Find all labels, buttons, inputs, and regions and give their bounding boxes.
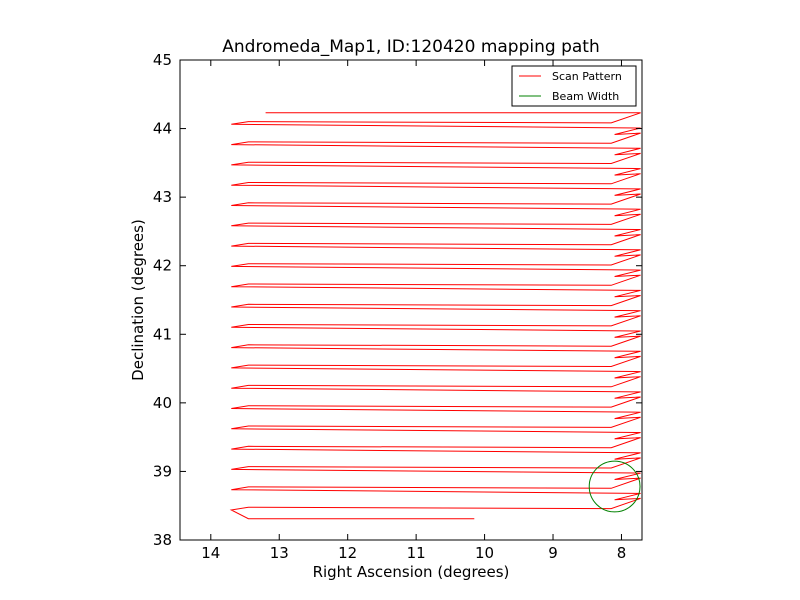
y-tick-label: 39 (153, 462, 172, 480)
plot-area: 14 13 12 11 10 9 8 38 39 40 41 42 43 44 45 (153, 51, 643, 562)
y-tick-label: 41 (153, 325, 172, 343)
legend-label-beam-width: Beam Width (552, 90, 619, 103)
y-tick-label: 44 (153, 120, 172, 138)
x-tick-label: 12 (338, 544, 357, 562)
x-tick-label: 13 (270, 544, 289, 562)
y-tick-label: 38 (153, 531, 172, 549)
legend: Scan Pattern Beam Width (511, 65, 637, 107)
y-axis-label: Declination (degrees) (129, 219, 147, 381)
x-tick-label: 10 (475, 544, 494, 562)
x-tick-label: 8 (617, 544, 627, 562)
legend-label-scan-pattern: Scan Pattern (552, 70, 622, 83)
x-axis-label: Right Ascension (degrees) (313, 563, 510, 581)
x-tick-label: 11 (407, 544, 426, 562)
y-tick-label: 40 (153, 394, 172, 412)
legend-frame (511, 65, 637, 107)
plot-frame (179, 59, 643, 541)
y-tick-label: 43 (153, 188, 172, 206)
y-tick-label: 42 (153, 257, 172, 275)
beam-width-circle (588, 460, 641, 513)
x-tick-label: 9 (548, 544, 558, 562)
plot-background (180, 60, 642, 540)
y-tick-label: 45 (153, 51, 172, 69)
x-tick-label: 14 (201, 544, 220, 562)
chart-title: Andromeda_Map1, ID:120420 mapping path (222, 37, 599, 57)
scan-pattern-line (229, 112, 641, 520)
